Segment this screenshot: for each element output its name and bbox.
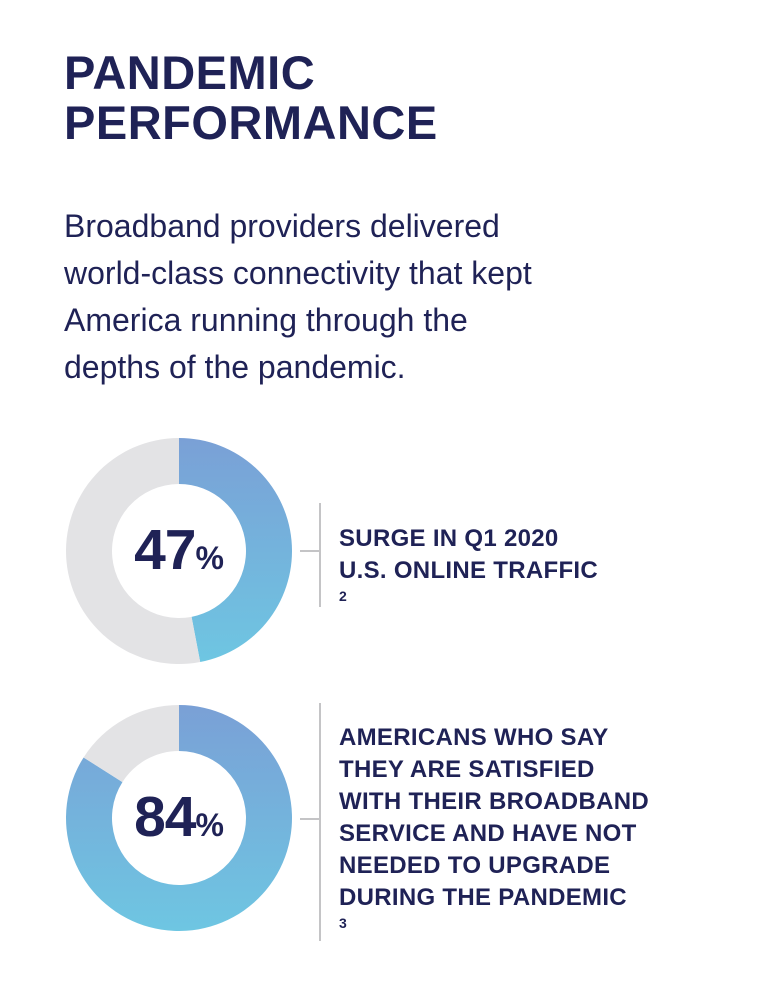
value-number: 47 <box>134 518 196 582</box>
intro-line-4: depths of the pandemic. <box>64 349 406 385</box>
footnote-marker: 2 <box>339 588 348 604</box>
label-line: DURING THE PANDEMIC 3 <box>339 882 749 946</box>
intro-line-3: America running through the <box>64 302 468 338</box>
value-number: 84 <box>134 785 196 849</box>
donut-svg-traffic <box>66 438 292 664</box>
title-line-2: PERFORMANCE <box>64 96 438 149</box>
donut-slice-highlight <box>179 438 292 662</box>
label-line: SERVICE AND HAVE NOT <box>339 820 637 847</box>
stat-value-satisfaction: 84% <box>66 784 292 850</box>
title-line-1: PANDEMIC <box>64 46 316 99</box>
label-line: THEY ARE SATISFIED <box>339 756 595 783</box>
value-unit: % <box>195 540 224 576</box>
intro-line-2: world-class connectivity that kept <box>64 255 532 291</box>
divider-connector <box>300 550 320 552</box>
stat-label-traffic: SURGE IN Q1 2020 U.S. ONLINE TRAFFIC 2 <box>339 523 749 619</box>
label-line: WITH THEIR BROADBAND <box>339 788 649 815</box>
intro-line-1: Broadband providers delivered <box>64 208 500 244</box>
label-line: AMERICANS WHO SAY <box>339 724 609 751</box>
intro-paragraph: Broadband providers delivered world-clas… <box>64 203 724 391</box>
footnote-marker: 3 <box>339 915 348 931</box>
label-line: U.S. ONLINE TRAFFIC 2 <box>339 555 749 619</box>
label-line: SURGE IN Q1 2020 <box>339 525 559 552</box>
stat-value-traffic: 47% <box>66 517 292 583</box>
donut-chart-traffic <box>66 438 292 664</box>
label-line: NEEDED TO UPGRADE <box>339 852 611 879</box>
donut-chart-satisfaction <box>66 705 292 931</box>
donut-slice-remainder <box>83 705 179 783</box>
divider-connector <box>300 818 320 820</box>
stat-label-satisfaction: AMERICANS WHO SAY THEY ARE SATISFIED WIT… <box>339 722 749 946</box>
label-line-text: DURING THE PANDEMIC <box>339 884 627 911</box>
divider-vertical <box>319 703 321 941</box>
page-title: PANDEMIC PERFORMANCE <box>64 48 438 148</box>
donut-svg-satisfaction <box>66 705 292 931</box>
divider-vertical <box>319 503 321 607</box>
label-line-text: U.S. ONLINE TRAFFIC <box>339 557 599 584</box>
donut-slice-highlight <box>66 705 292 931</box>
donut-slice-remainder <box>66 438 201 664</box>
value-unit: % <box>195 807 224 843</box>
